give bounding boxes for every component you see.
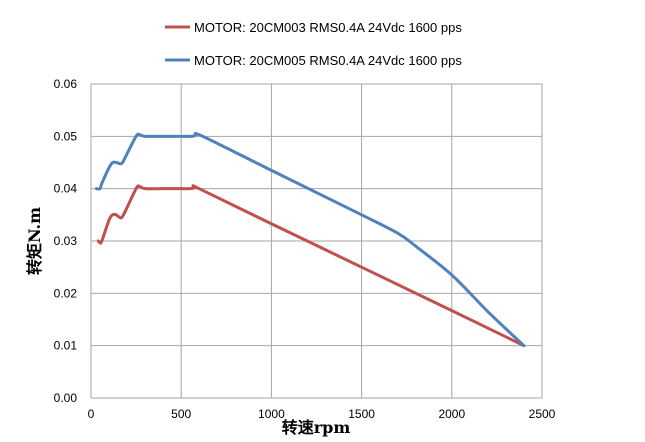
x-tick-label: 2500 <box>529 407 556 421</box>
x-tick-label: 0 <box>88 407 95 421</box>
y-tick-label: 0.03 <box>54 234 78 248</box>
legend: MOTOR: 20CM003 RMS0.4A 24Vdc 1600 pps MOT… <box>165 20 462 68</box>
x-tick-label: 500 <box>171 407 191 421</box>
x-tick-label: 1000 <box>258 407 285 421</box>
y-tick-label: 0.02 <box>54 286 78 300</box>
gridlines <box>90 83 543 399</box>
plot-area <box>90 83 543 399</box>
y-tick-label: 0.06 <box>54 77 78 91</box>
series-lines <box>94 131 526 348</box>
series-line-1 <box>96 184 526 348</box>
x-tick-label: 2000 <box>438 407 465 421</box>
x-tick-label: 1500 <box>348 407 375 421</box>
x-axis-title: 转速rpm <box>282 418 351 437</box>
y-tick-label: 0.04 <box>54 182 78 196</box>
legend-label-1: MOTOR: 20CM003 RMS0.4A 24Vdc 1600 pps <box>194 20 462 35</box>
y-axis-title: 转矩N.m <box>25 207 44 275</box>
y-tick-label: 0.00 <box>54 391 78 405</box>
axis-ticks: 0 500 1000 1500 2000 2500 0.00 0.01 0.02 0.03 0.04… <box>54 77 556 421</box>
legend-label-2: MOTOR: 20CM005 RMS0.4A 24Vdc 1600 pps <box>194 53 462 68</box>
y-tick-label: 0.01 <box>54 339 78 353</box>
y-tick-label: 0.05 <box>54 129 78 143</box>
series-line-2 <box>94 131 526 348</box>
